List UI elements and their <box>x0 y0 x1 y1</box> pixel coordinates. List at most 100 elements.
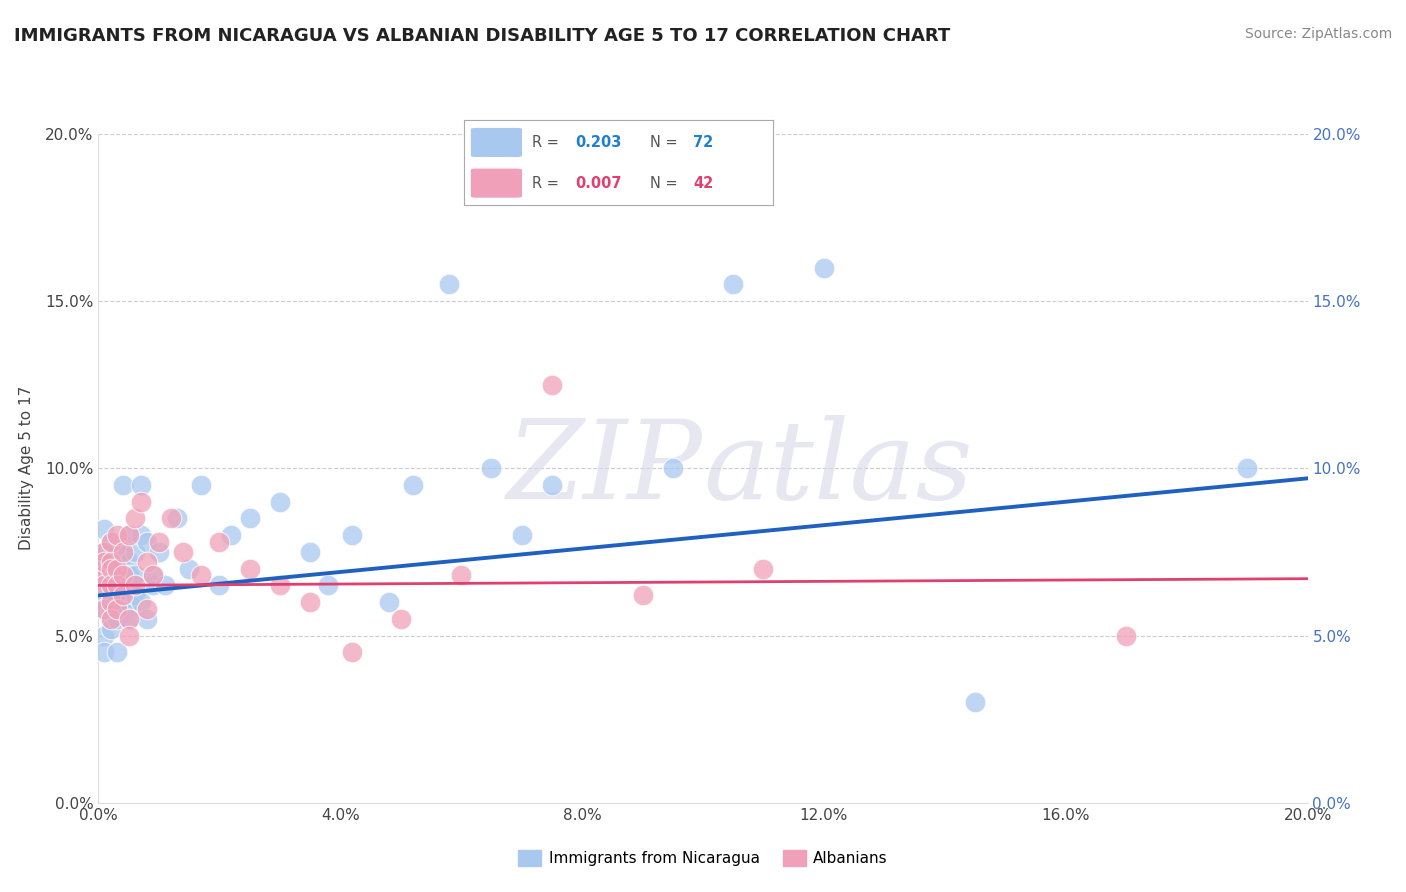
Point <box>105 545 128 559</box>
Point <box>100 612 122 626</box>
Point <box>142 568 165 582</box>
Point <box>100 612 122 626</box>
Point <box>402 478 425 492</box>
Point <box>93 595 115 609</box>
Point <box>100 535 122 549</box>
Point <box>208 535 231 549</box>
Point <box>100 622 122 636</box>
Text: 72: 72 <box>693 135 713 150</box>
Point <box>135 602 157 616</box>
Point <box>111 568 134 582</box>
Point <box>153 578 176 592</box>
Point <box>135 555 157 569</box>
Point <box>118 528 141 542</box>
Point <box>172 545 194 559</box>
Point <box>100 602 122 616</box>
Point <box>93 645 115 659</box>
Point <box>93 578 115 592</box>
Text: 0.007: 0.007 <box>575 176 621 191</box>
Point <box>111 562 134 576</box>
Point <box>1236 461 1258 475</box>
Point <box>510 528 533 542</box>
Point <box>111 589 134 603</box>
Point <box>93 521 115 535</box>
Text: IMMIGRANTS FROM NICARAGUA VS ALBANIAN DISABILITY AGE 5 TO 17 CORRELATION CHART: IMMIGRANTS FROM NICARAGUA VS ALBANIAN DI… <box>14 27 950 45</box>
Point <box>111 568 134 582</box>
Point <box>100 555 122 569</box>
Point <box>752 562 775 576</box>
Point <box>221 528 243 542</box>
Point <box>965 696 987 710</box>
Point <box>118 528 141 542</box>
Point <box>93 602 115 616</box>
Point <box>100 595 122 609</box>
Point <box>93 555 115 569</box>
Point <box>100 589 122 603</box>
Point <box>813 260 835 275</box>
Point <box>239 562 262 576</box>
Point <box>135 612 157 626</box>
Point <box>239 511 262 525</box>
Point <box>389 612 412 626</box>
Point <box>129 528 152 542</box>
Point <box>160 511 183 525</box>
Point <box>100 568 122 582</box>
Point <box>124 578 146 592</box>
Y-axis label: Disability Age 5 to 17: Disability Age 5 to 17 <box>20 386 34 550</box>
Point <box>135 535 157 549</box>
Text: 0.203: 0.203 <box>575 135 621 150</box>
Text: 42: 42 <box>693 176 713 191</box>
Point <box>105 645 128 659</box>
Text: R =: R = <box>531 176 564 191</box>
Point <box>631 589 654 603</box>
Point <box>269 494 291 508</box>
Point <box>602 177 624 191</box>
Point <box>105 612 128 626</box>
Point <box>111 602 134 616</box>
Point <box>129 478 152 492</box>
Point <box>105 602 128 616</box>
Point <box>129 494 152 508</box>
Point <box>100 562 122 576</box>
Point <box>142 568 165 582</box>
Point <box>118 568 141 582</box>
Point <box>100 562 122 576</box>
Point <box>105 578 128 592</box>
Point <box>105 562 128 576</box>
Point <box>93 545 115 559</box>
Point <box>93 568 115 582</box>
Point <box>118 595 141 609</box>
Point <box>105 528 128 542</box>
Point <box>105 602 128 616</box>
Point <box>342 528 364 542</box>
Point <box>299 595 322 609</box>
Point <box>111 478 134 492</box>
Point <box>118 555 141 569</box>
Point <box>93 628 115 642</box>
Text: atlas: atlas <box>703 415 973 522</box>
Point <box>124 568 146 582</box>
Point <box>100 578 122 592</box>
Point <box>269 578 291 592</box>
Point <box>118 578 141 592</box>
Point <box>93 562 115 576</box>
Point <box>723 277 745 292</box>
Text: N =: N = <box>650 176 682 191</box>
Point <box>179 562 201 576</box>
Point <box>316 578 339 592</box>
Point <box>100 555 122 569</box>
Point <box>111 545 134 559</box>
Point <box>105 555 128 569</box>
Point <box>342 645 364 659</box>
Point <box>118 612 141 626</box>
FancyBboxPatch shape <box>470 168 523 198</box>
Point <box>118 612 141 626</box>
Point <box>100 578 122 592</box>
Point <box>540 377 562 392</box>
Point <box>299 545 322 559</box>
Point <box>450 568 472 582</box>
Point <box>377 595 399 609</box>
Point <box>190 478 212 492</box>
Point <box>540 478 562 492</box>
Point <box>142 578 165 592</box>
